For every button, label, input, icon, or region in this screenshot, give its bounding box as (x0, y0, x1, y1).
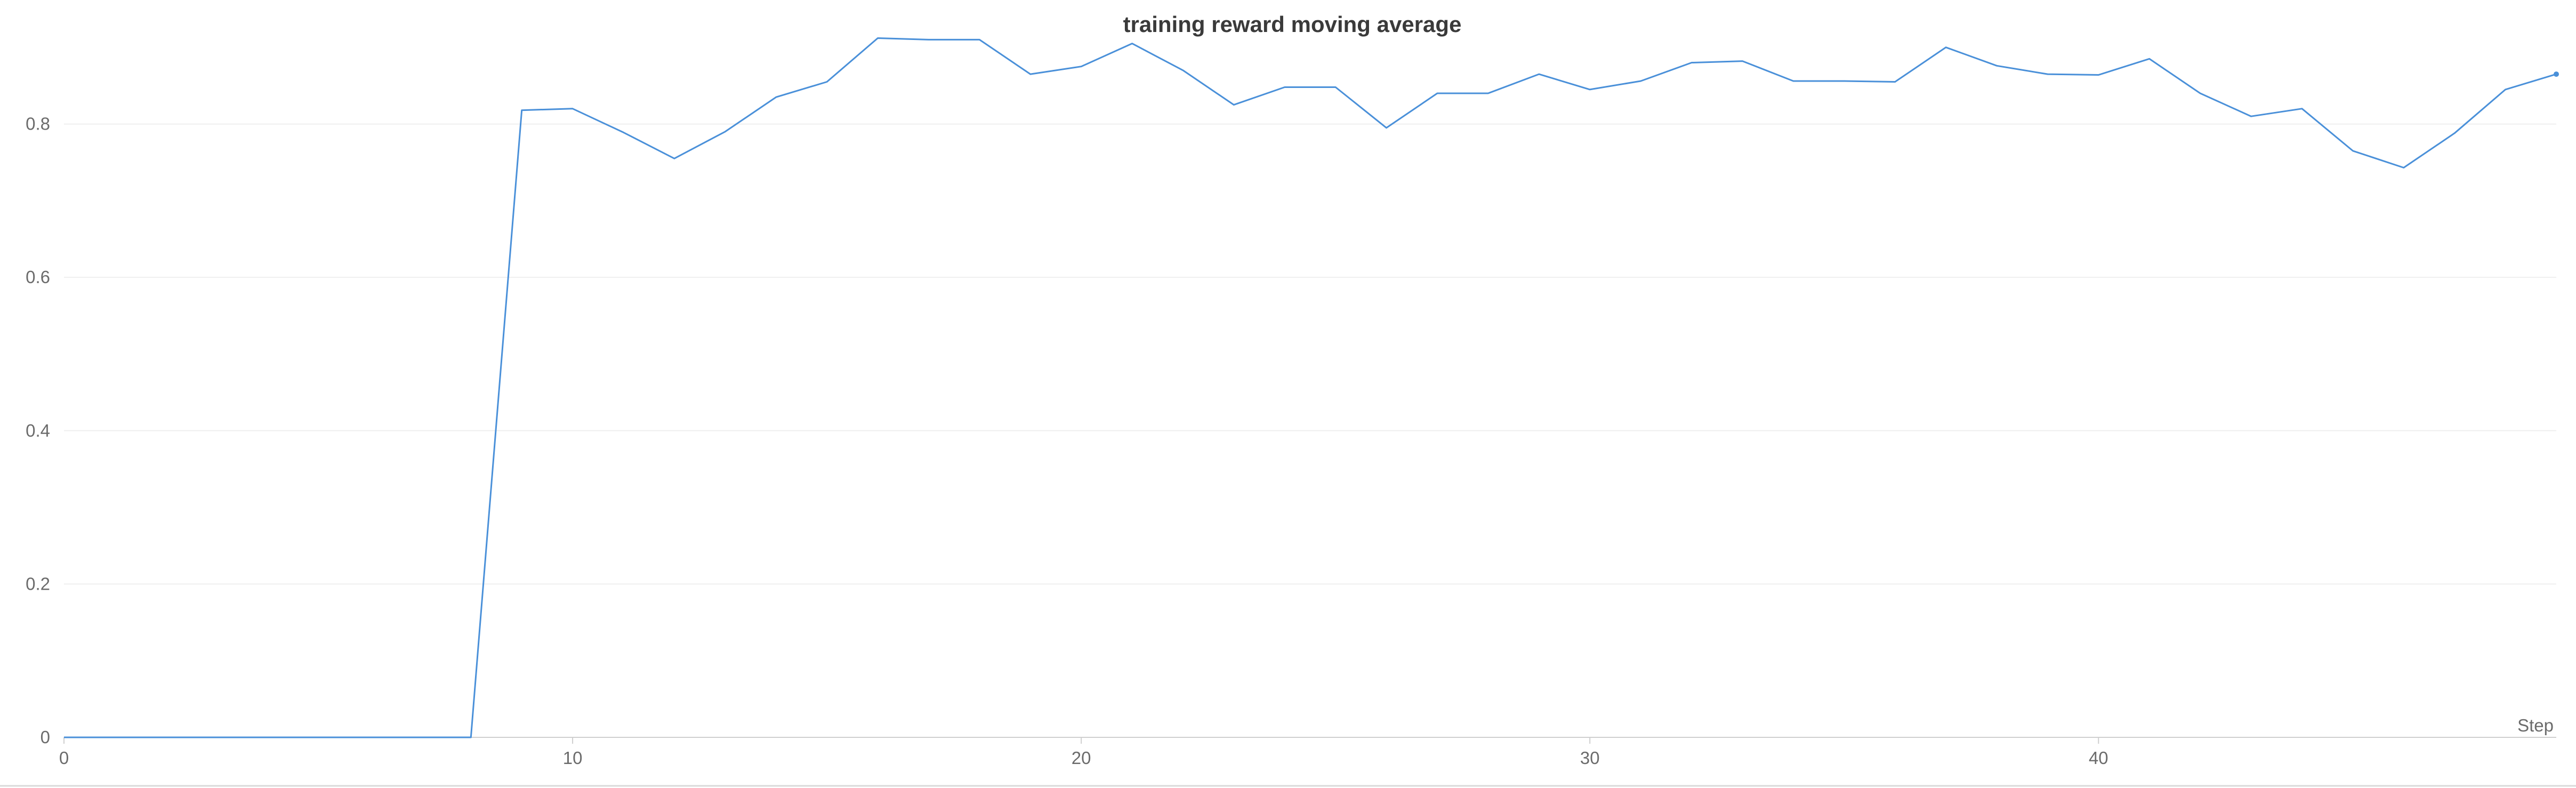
x-tick-label: 40 (2089, 748, 2108, 768)
x-tick-label: 0 (59, 748, 69, 768)
y-tick-label: 0.6 (26, 267, 50, 287)
chart-title: training reward moving average (1123, 12, 1462, 37)
y-tick-label: 0.8 (26, 114, 50, 134)
x-tick-label: 10 (563, 748, 583, 768)
series-line (64, 37, 2557, 738)
x-axis-label: Step (2517, 715, 2554, 735)
series-last-point (2554, 71, 2559, 77)
y-axis-ticks: 0 0.2 0.4 0.6 0.8 (26, 114, 50, 747)
series-layer (64, 37, 2559, 738)
y-tick-label: 0.2 (26, 574, 50, 593)
x-tick-label: 30 (1580, 748, 1600, 768)
x-axis-ticks: 0 10 20 30 40 (59, 737, 2108, 768)
y-tick-label: 0 (41, 727, 50, 747)
gridlines (64, 123, 2556, 585)
x-tick-label: 20 (1072, 748, 1091, 768)
y-tick-label: 0.4 (26, 421, 50, 440)
